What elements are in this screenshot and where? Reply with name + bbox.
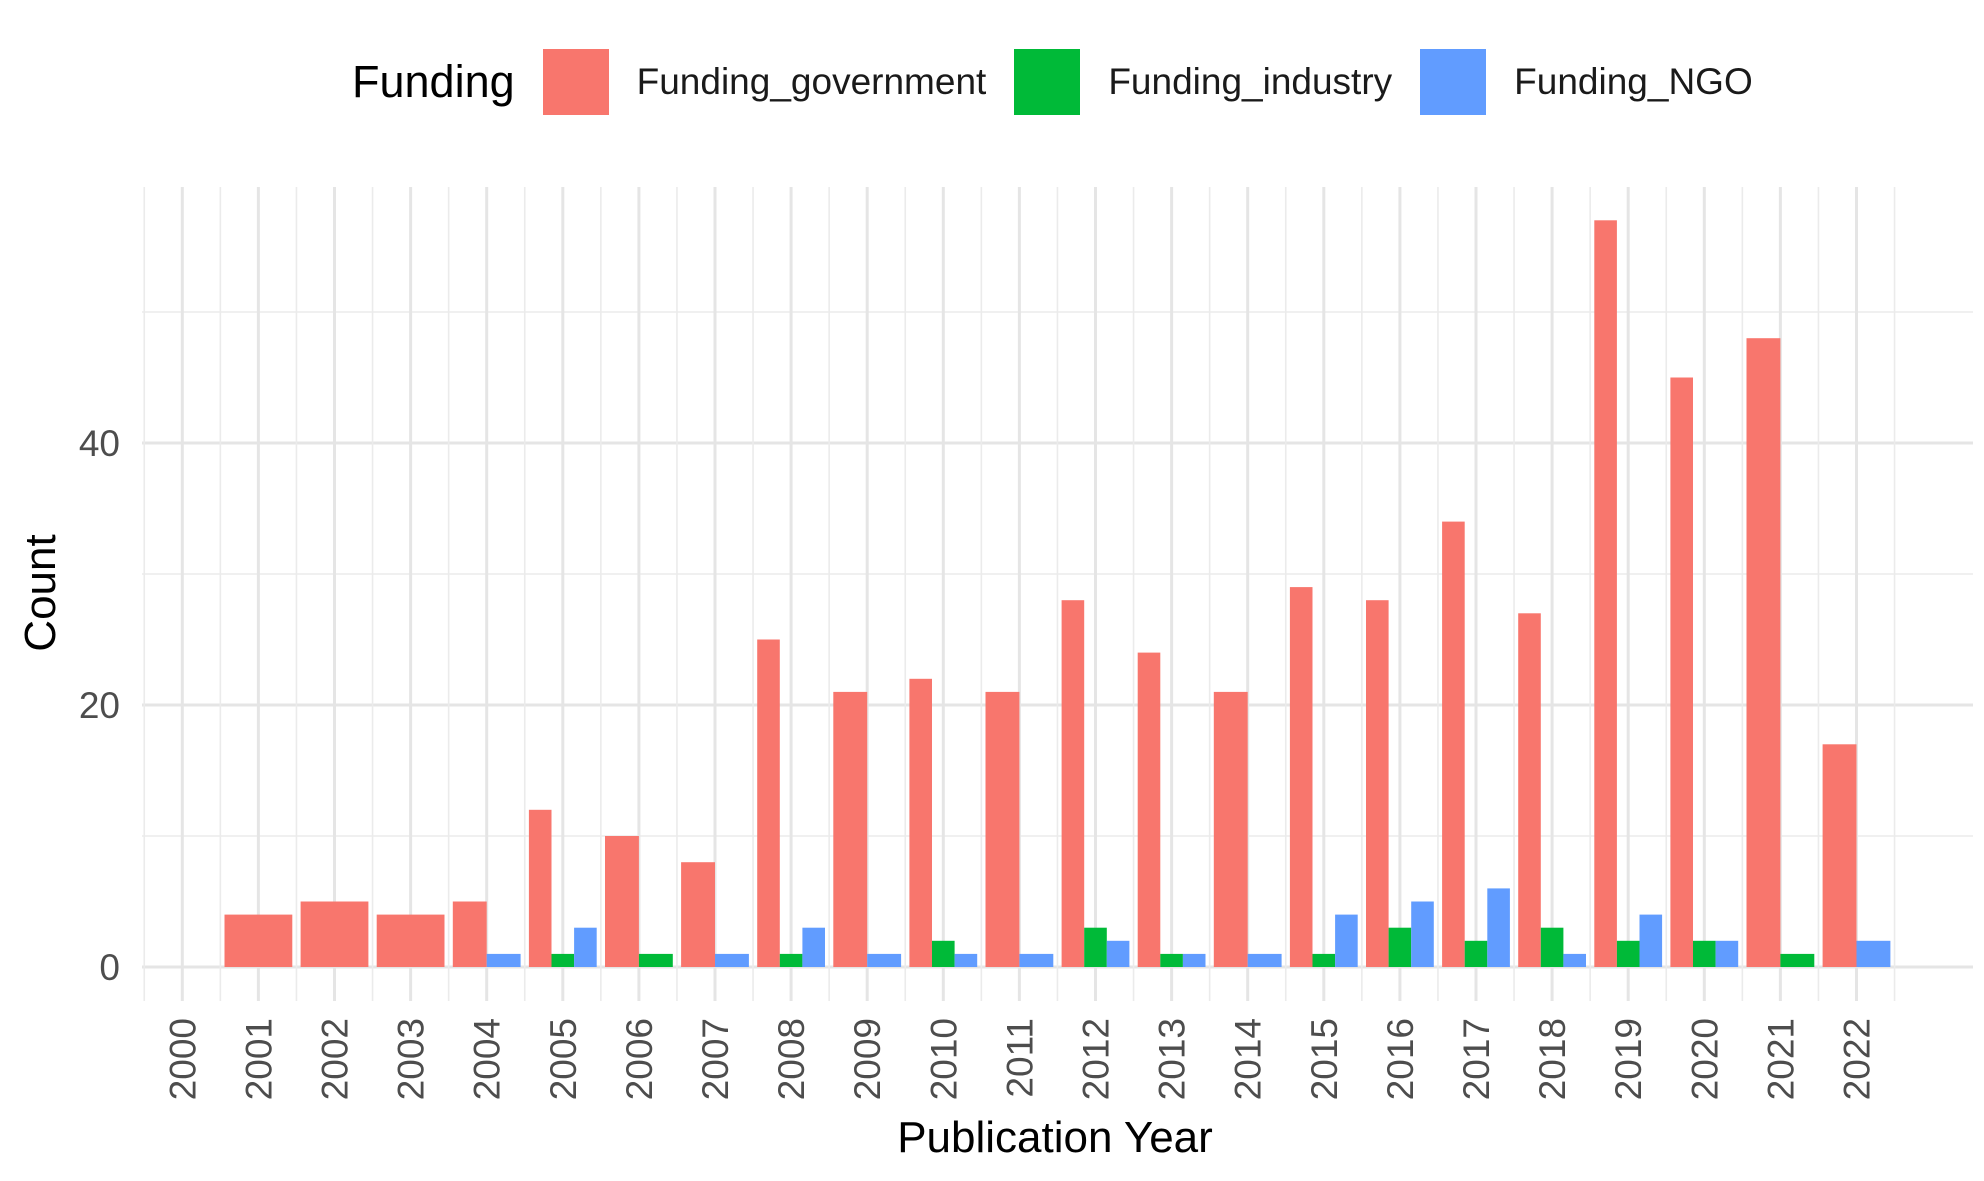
y-axis-ticks: 0 20 40	[79, 423, 120, 988]
bar-funding-ngo-2022	[1856, 940, 1891, 967]
bar-funding-government-2011	[985, 691, 1020, 967]
x-tick-label: 2001	[238, 1018, 279, 1100]
bar-funding-ngo-2009	[867, 953, 902, 967]
bar-funding-ngo-2004	[486, 953, 521, 967]
legend-swatch-government	[542, 49, 609, 115]
x-tick-label: 2018	[1532, 1018, 1573, 1100]
legend-title: Funding	[352, 56, 515, 107]
x-tick-label: 2008	[771, 1018, 812, 1100]
bar-funding-government-2014	[1213, 691, 1248, 967]
bar-funding-government-2008	[757, 639, 780, 967]
bar-funding-industry-2013	[1160, 953, 1183, 967]
bar-funding-ngo-2019	[1639, 914, 1663, 967]
bar-funding-government-2007	[681, 862, 715, 967]
bar-funding-ngo-2014	[1247, 953, 1282, 967]
bar-funding-ngo-2013	[1182, 953, 1206, 967]
bar-funding-government-2012	[1061, 600, 1085, 967]
bar-funding-government-2022	[1822, 744, 1857, 967]
x-tick-label: 2011	[999, 1018, 1040, 1098]
bar-funding-government-2013	[1137, 652, 1161, 967]
x-tick-label: 2009	[847, 1018, 888, 1100]
bar-funding-industry-2012	[1084, 927, 1107, 967]
legend-swatch-ngo	[1420, 49, 1487, 115]
y-axis-title: Count	[16, 534, 65, 651]
x-tick-label: 2020	[1684, 1018, 1725, 1100]
x-tick-label: 2003	[391, 1018, 432, 1100]
x-tick-label: 2006	[619, 1018, 660, 1100]
bar-funding-industry-2017	[1464, 940, 1488, 967]
x-tick-label: 2012	[1076, 1018, 1117, 1100]
bar-funding-industry-2005	[551, 953, 575, 967]
bar-funding-ngo-2005	[574, 927, 597, 967]
bar-funding-industry-2021	[1780, 953, 1815, 967]
x-tick-label: 2017	[1456, 1018, 1497, 1100]
bar-funding-government-2009	[833, 691, 868, 967]
legend-item-government: Funding_government	[542, 49, 987, 115]
x-axis-ticks: 2000 2001 2002 2003 2004 2005 2006 2007 2008 2009…	[162, 1018, 1877, 1100]
x-tick-label: 2021	[1760, 1018, 1801, 1100]
x-axis-title: Publication Year	[897, 1113, 1213, 1162]
bar-funding-industry-2019	[1616, 940, 1640, 967]
bar-funding-government-2020	[1670, 377, 1693, 967]
legend-item-industry: Funding_industry	[1014, 49, 1392, 115]
legend: Funding Funding_government Funding_indus…	[352, 47, 1781, 117]
y-tick-label: 0	[99, 947, 120, 988]
bar-funding-government-2005	[528, 809, 552, 967]
y-tick-label: 20	[79, 685, 120, 726]
bars	[224, 220, 1891, 968]
bar-funding-ngo-2018	[1563, 953, 1586, 967]
x-tick-label: 2016	[1380, 1018, 1421, 1100]
x-tick-label: 2014	[1228, 1018, 1269, 1100]
x-tick-label: 2022	[1837, 1018, 1878, 1100]
bar-funding-government-2021	[1746, 338, 1781, 967]
bar-funding-ngo-2015	[1335, 914, 1358, 967]
x-tick-label: 2004	[467, 1018, 508, 1100]
bar-funding-industry-2020	[1693, 940, 1716, 967]
bar-funding-government-2017	[1442, 521, 1465, 967]
bar-funding-government-2016	[1366, 600, 1389, 967]
bar-funding-government-2003	[376, 914, 445, 967]
x-tick-label: 2015	[1304, 1018, 1345, 1100]
x-tick-label: 2002	[315, 1018, 356, 1100]
bar-funding-industry-2015	[1312, 953, 1336, 967]
legend-label-industry: Funding_industry	[1108, 61, 1393, 102]
bar-funding-industry-2016	[1388, 927, 1412, 967]
x-tick-label: 2007	[695, 1018, 736, 1100]
legend-item-ngo: Funding_NGO	[1420, 49, 1753, 115]
legend-label-government: Funding_government	[636, 61, 987, 102]
x-tick-label: 2010	[923, 1018, 964, 1100]
bar-funding-ngo-2012	[1106, 940, 1130, 967]
bar-funding-industry-2018	[1540, 927, 1564, 967]
bar-funding-government-2006	[605, 836, 639, 967]
bar-funding-ngo-2020	[1715, 940, 1739, 967]
x-tick-label: 2013	[1152, 1018, 1193, 1100]
bar-funding-government-2010	[909, 678, 932, 967]
legend-swatch-industry	[1014, 49, 1081, 115]
bar-funding-industry-2010	[932, 940, 955, 967]
bar-funding-government-2015	[1289, 587, 1313, 967]
legend-label-ngo: Funding_NGO	[1514, 61, 1753, 102]
bar-funding-government-2001	[224, 914, 293, 967]
bar-funding-government-2019	[1594, 220, 1617, 968]
bar-funding-government-2004	[452, 901, 487, 967]
grid	[142, 187, 1973, 1001]
bar-funding-ngo-2007	[715, 953, 749, 967]
x-tick-label: 2005	[543, 1018, 584, 1100]
bar-funding-ngo-2011	[1019, 953, 1054, 967]
bar-funding-ngo-2010	[954, 953, 978, 967]
bar-funding-industry-2008	[779, 953, 803, 967]
bar-funding-government-2002	[300, 901, 369, 967]
bar-funding-industry-2006	[638, 953, 673, 967]
y-tick-label: 40	[79, 423, 120, 464]
bar-funding-government-2018	[1518, 613, 1541, 967]
bar-funding-ngo-2016	[1411, 901, 1434, 967]
bar-funding-ngo-2017	[1487, 888, 1510, 967]
bar-funding-ngo-2008	[802, 927, 825, 967]
x-tick-label: 2000	[162, 1018, 203, 1100]
x-tick-label: 2019	[1608, 1018, 1649, 1100]
